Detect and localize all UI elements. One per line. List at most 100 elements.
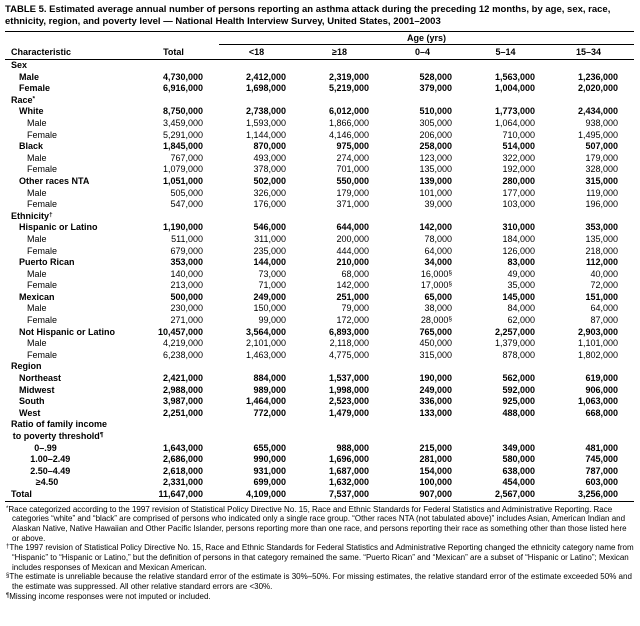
cell-value: 507,000	[585, 141, 619, 152]
cell-value: 6,916,000	[162, 83, 203, 94]
cell-value: 200,000	[336, 233, 369, 244]
table-row: Female 679,000 235,000 444,000 64,000 126,000…	[5, 246, 634, 258]
cell-value: 78,000	[424, 233, 452, 244]
column-header-total: Total	[136, 44, 219, 60]
cell-value: 305,000	[419, 117, 452, 128]
spanner-spacer	[5, 32, 136, 45]
row-label: Female	[27, 315, 58, 326]
cell-value: 274,000	[336, 152, 369, 163]
row-label: Midwest	[19, 384, 55, 395]
row-label: Female	[27, 349, 58, 360]
cell-value: 2,251,000	[162, 407, 203, 418]
cell-value: 206,000	[419, 129, 452, 140]
table-body: Sex Male 4,730,000 2,412,000 2,319,000 528,00…	[5, 60, 634, 502]
cell-value: 2,412,000	[245, 71, 286, 82]
cell-value: 64,000	[424, 245, 452, 256]
cell-value	[302, 361, 385, 373]
cell-value: 83,000	[507, 257, 535, 268]
table-row: West 2,251,000 772,000 1,479,000 133,000 488,…	[5, 408, 634, 420]
cell-value: 1,773,000	[494, 106, 535, 117]
cell-value: 2,319,000	[328, 71, 369, 82]
cell-value: 142,000	[336, 280, 369, 291]
cell-value: 502,000	[253, 175, 286, 186]
cell-value: 280,000	[502, 175, 535, 186]
cell-value: 281,000	[419, 454, 452, 465]
cell-value	[219, 95, 302, 107]
cell-value	[219, 211, 302, 223]
row-label: 1.00–2.49	[30, 454, 71, 465]
cell-value: 592,000	[502, 384, 535, 395]
table-row: Female 6,238,000 1,463,000 4,775,000 315,000…	[5, 350, 634, 362]
table-row: 0–.99 1,643,000 655,000 988,000 215,000 349,0…	[5, 443, 634, 455]
column-header-0-4: 0–4	[385, 44, 468, 60]
cell-value: 580,000	[502, 454, 535, 465]
cell-value: 10,457,000	[157, 326, 203, 337]
cell-value: 150,000	[253, 303, 286, 314]
cell-value	[468, 60, 551, 72]
cell-value: 99,000	[258, 315, 286, 326]
cell-value: 772,000	[253, 407, 286, 418]
cell-value: 2,101,000	[245, 338, 286, 349]
cell-value	[219, 361, 302, 373]
cell-value: 2,020,000	[577, 83, 619, 94]
table-row: Male 230,000 150,000 79,000 38,000 84,000 64,0…	[5, 303, 634, 315]
cell-value: 135,000	[585, 233, 619, 244]
table-row: Midwest 2,988,000 989,000 1,998,000 249,000 5…	[5, 385, 634, 397]
cell-value: 49,000	[507, 268, 535, 279]
cell-value: 6,238,000	[162, 349, 203, 360]
cell-value	[136, 211, 219, 223]
cell-value: 444,000	[336, 245, 369, 256]
row-label: Total	[11, 488, 32, 499]
cell-value	[136, 419, 219, 442]
table-row: Male 511,000 311,000 200,000 78,000 184,000 13…	[5, 234, 634, 246]
cell-value: 550,000	[336, 175, 369, 186]
table-row: Male 4,730,000 2,412,000 2,319,000 528,000 1,…	[5, 72, 634, 84]
table-row: Male 505,000 326,000 179,000 101,000 177,000 1…	[5, 188, 634, 200]
cell-value: 215,000	[419, 442, 452, 453]
cell-value: 787,000	[585, 465, 619, 476]
cell-value: 192,000	[502, 164, 535, 175]
cell-value: 140,000	[170, 268, 203, 279]
cell-value: 1,632,000	[328, 477, 369, 488]
cell-value: 988,000	[336, 442, 369, 453]
cell-value: 4,730,000	[162, 71, 203, 82]
cell-value: 8,750,000	[162, 106, 203, 117]
cell-value: 4,146,000	[328, 129, 369, 140]
cell-value: 3,987,000	[162, 396, 203, 407]
cell-value: 4,219,000	[162, 338, 203, 349]
cell-value: 184,000	[502, 233, 535, 244]
cell-value: 938,000	[585, 117, 619, 128]
footnote-marker: *	[6, 505, 9, 512]
cell-value: 6,012,000	[328, 106, 369, 117]
row-label: Male	[27, 233, 47, 244]
cell-value: 1,463,000	[245, 349, 286, 360]
cell-value: 103,000	[502, 199, 535, 210]
cell-value: 79,000	[341, 303, 369, 314]
cell-value: 4,109,000	[245, 488, 286, 499]
cell-value: 230,000	[170, 303, 203, 314]
cell-value: 249,000	[253, 291, 286, 302]
cell-value	[219, 60, 302, 72]
cell-value: 64,000	[590, 303, 619, 314]
cell-value	[385, 361, 468, 373]
cell-value: 213,000	[170, 280, 203, 291]
cell-value: 488,000	[502, 407, 535, 418]
data-table: Age (yrs) Characteristic Total <18 ≥18 0…	[5, 31, 635, 502]
cell-value: 1,101,000	[577, 338, 619, 349]
cell-value: 1,866,000	[328, 117, 369, 128]
cell-value: 1,464,000	[245, 396, 286, 407]
cell-value: 1,698,000	[245, 83, 286, 94]
cell-value	[385, 419, 468, 442]
table-row: South 3,987,000 1,464,000 2,523,000 336,000 9…	[5, 396, 634, 408]
cell-value	[385, 95, 468, 107]
column-header-18-and-over: ≥18	[302, 44, 385, 60]
row-label: Other races NTA	[19, 175, 90, 186]
table-row: Region	[5, 361, 634, 373]
row-label: Female	[27, 129, 58, 140]
cell-value: 235,000	[253, 245, 286, 256]
row-label: Region	[11, 361, 42, 372]
table-row: Other races NTA 1,051,000 502,000 550,000 13…	[5, 176, 634, 188]
cell-value: 17,000§	[420, 280, 452, 291]
cell-value: 1,802,000	[577, 349, 619, 360]
table-row: 1.00–2.49 2,686,000 990,000 1,696,000 281,00…	[5, 454, 634, 466]
